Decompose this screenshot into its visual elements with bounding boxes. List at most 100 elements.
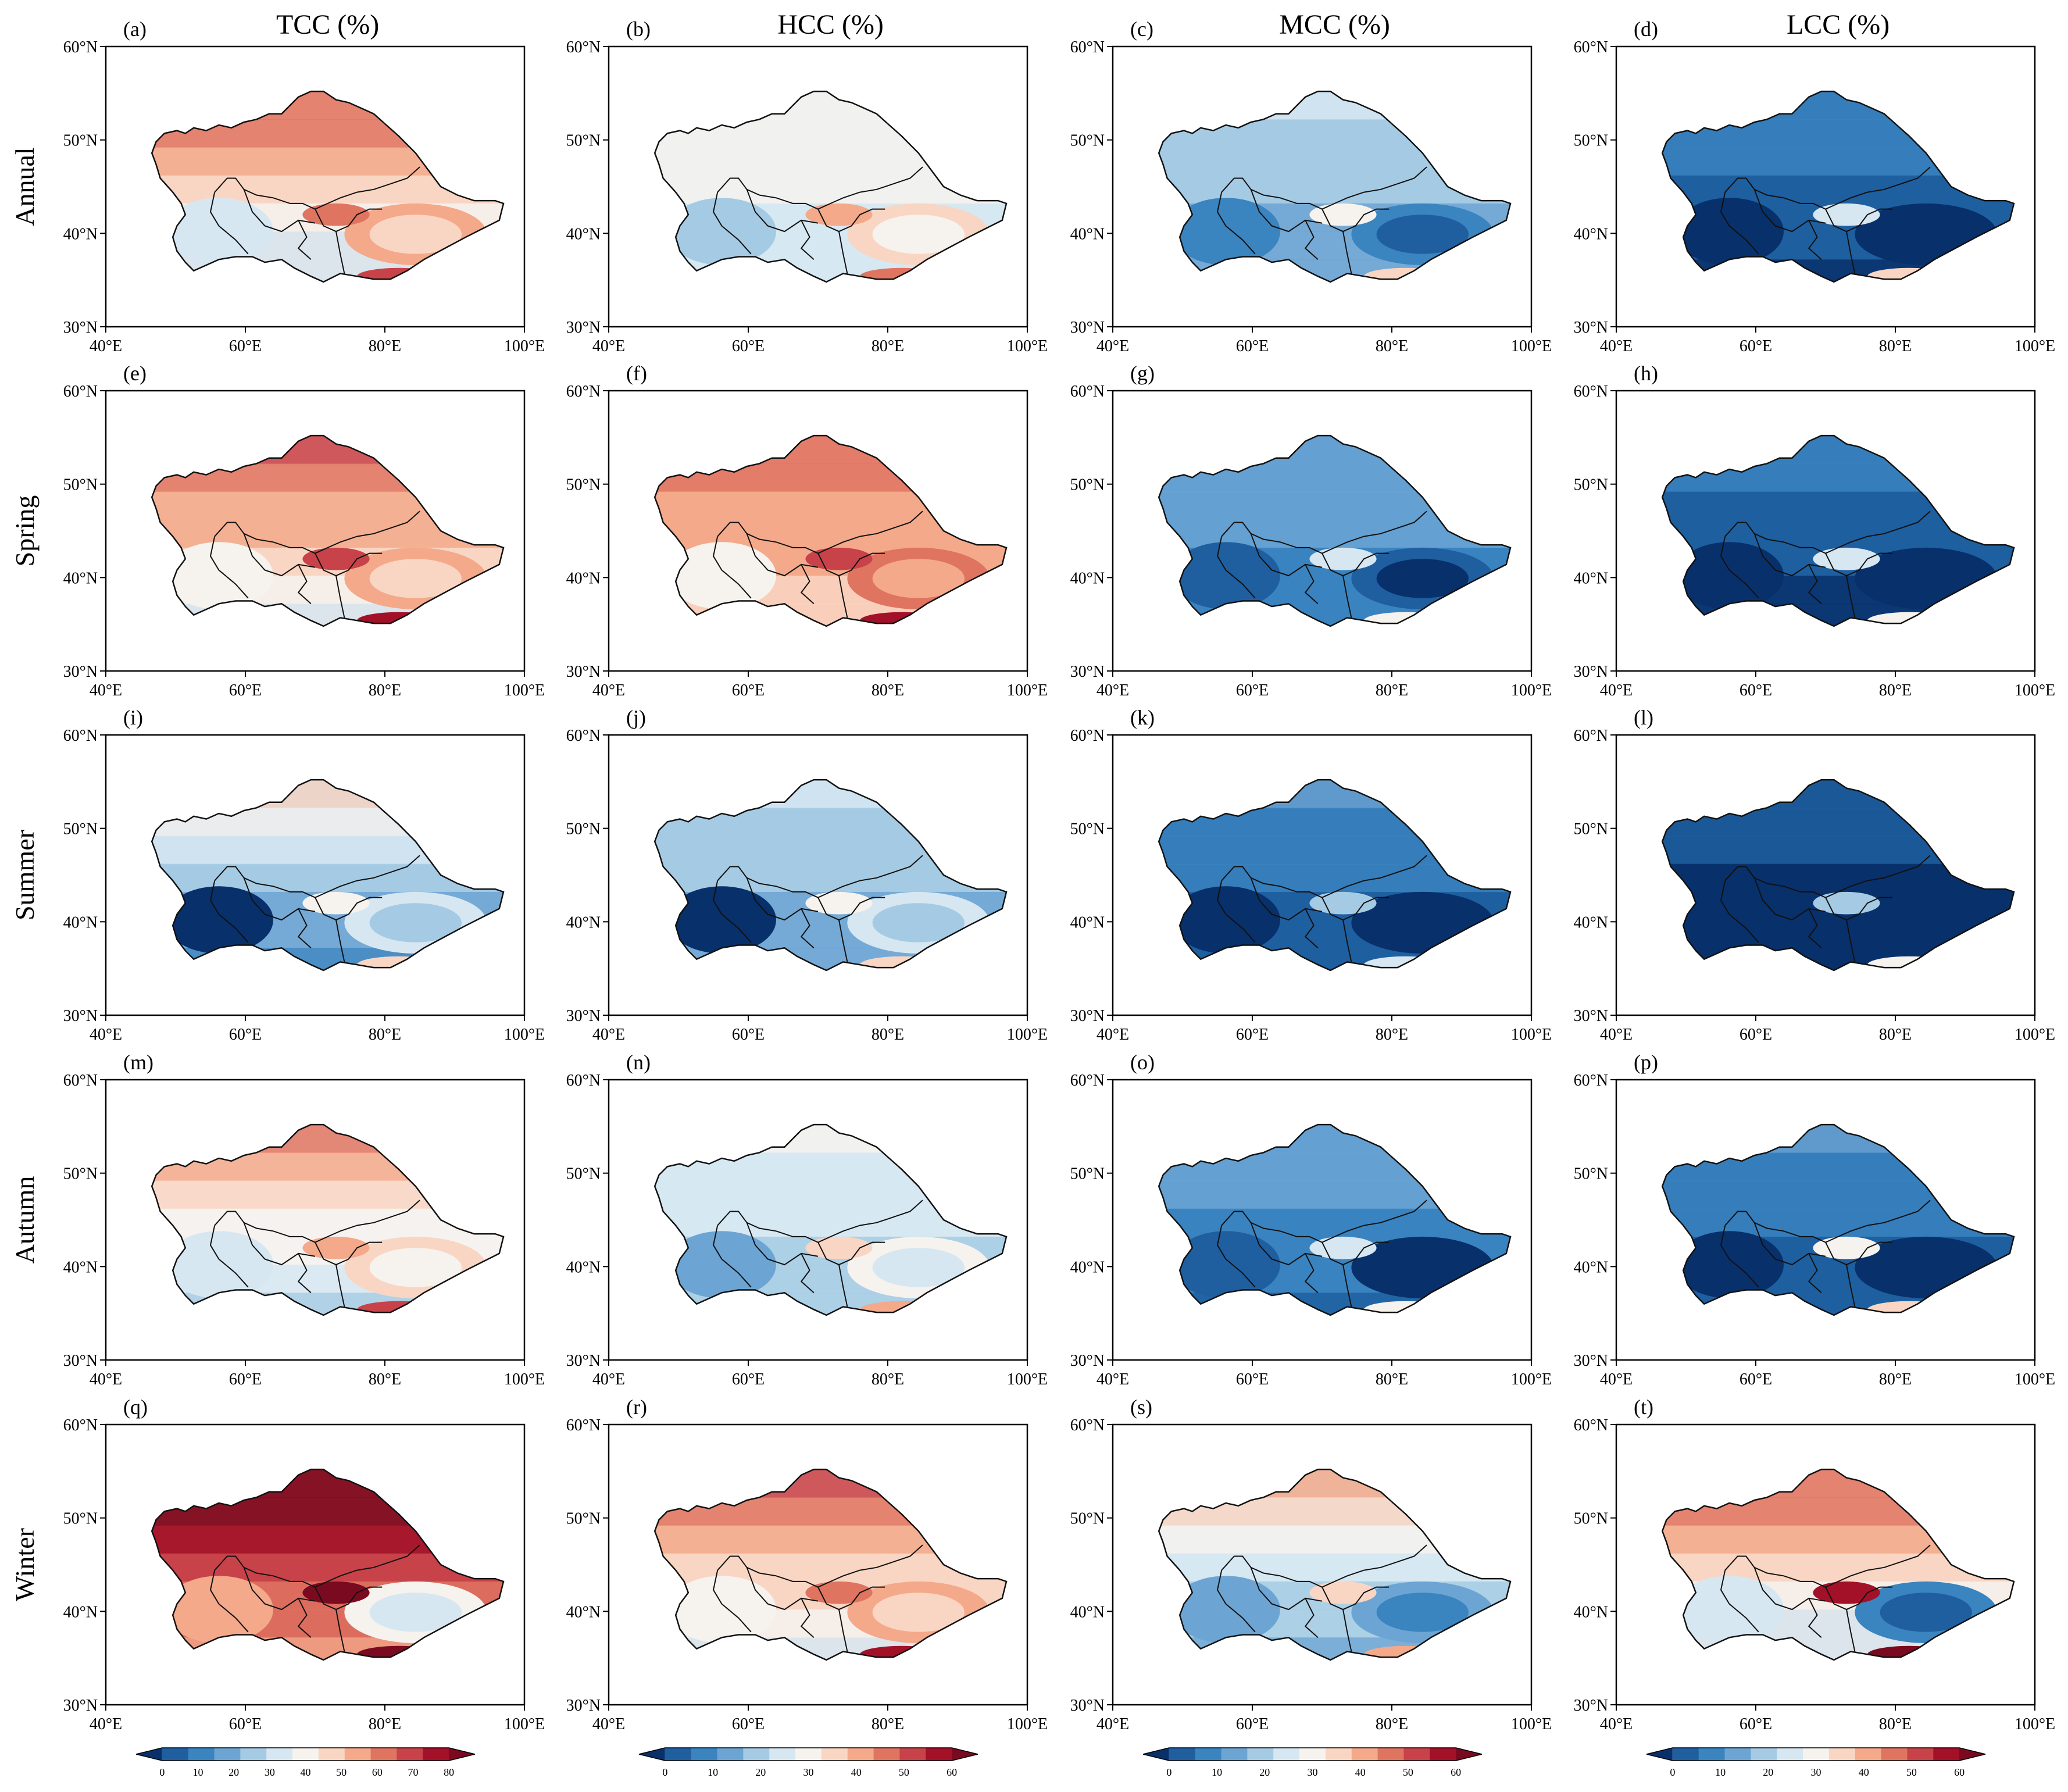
- map-panel: 40°E 60°E 80°E 100°E 30°N 40°N 50°N 60°N (f): [566, 362, 1048, 699]
- colorbar-swatch: [397, 1748, 423, 1761]
- lon-tick-label: 60°E: [229, 1715, 262, 1733]
- lon-tick-label: 80°E: [872, 337, 904, 355]
- country-border: [315, 1586, 383, 1611]
- region-outline: [1158, 779, 1512, 972]
- lat-tick-label: 50°N: [63, 1510, 98, 1528]
- country-border: [214, 1200, 420, 1243]
- lat-tick-label: 40°N: [1574, 569, 1608, 587]
- colorbar-swatch: [821, 1748, 848, 1761]
- lon-tick-label: 40°E: [1600, 681, 1633, 699]
- lon-tick-label: 40°E: [592, 337, 625, 355]
- map-panel: 40°E 60°E 80°E 100°E 30°N 40°N 50°N 60°N (m): [63, 1051, 545, 1388]
- country-border: [1304, 1253, 1319, 1294]
- region-outline: [151, 434, 505, 627]
- panel-letter: (n): [626, 1051, 651, 1074]
- map-panel: 40°E 60°E 80°E 100°E 30°N 40°N 50°N 60°N (p): [1574, 1051, 2056, 1388]
- colorbar-arrow-low: [1646, 1748, 1673, 1761]
- map-panel: 40°E 60°E 80°E 100°E 30°N 40°N 50°N 60°N (o): [1070, 1051, 1552, 1388]
- lat-tick-label: 40°N: [566, 1603, 601, 1621]
- panel-letter: (q): [123, 1395, 148, 1419]
- panel-frame: [1112, 1423, 1533, 1706]
- country-border: [209, 192, 249, 255]
- colorbar-tick-label: 60: [1954, 1766, 1965, 1778]
- country-border: [838, 575, 848, 618]
- region-outline: [151, 779, 505, 972]
- lon-tick-label: 100°E: [504, 1026, 545, 1044]
- country-border: [817, 897, 885, 921]
- colorbar-swatch: [691, 1748, 718, 1761]
- country-border: [1342, 1609, 1352, 1652]
- colorbar-swatch: [1672, 1748, 1699, 1761]
- country-border: [1724, 1200, 1931, 1243]
- lon-tick-label: 80°E: [1879, 1715, 1912, 1733]
- panel-letter: (j): [626, 706, 646, 729]
- map-panel: 40°E 60°E 80°E 100°E 30°N 40°N 50°N 60°N (q): [63, 1395, 545, 1733]
- country-border: [1221, 511, 1427, 554]
- colorbar-swatch: [1273, 1748, 1300, 1761]
- colorbar-tick-label: 50: [1403, 1766, 1413, 1778]
- lat-tick-label: 50°N: [566, 132, 601, 150]
- panel-frame: [1112, 1079, 1533, 1361]
- map-panel: 40°E 60°E 80°E 100°E 30°N 40°N 50°N 60°N (a): [63, 17, 545, 355]
- country-border: [214, 166, 420, 210]
- country-border: [800, 908, 815, 949]
- country-border: [1216, 192, 1256, 255]
- country-border: [1216, 536, 1256, 599]
- panel-frame: [105, 390, 526, 672]
- country-border: [315, 208, 383, 233]
- lon-tick-label: 40°E: [90, 681, 122, 699]
- country-border: [297, 1598, 312, 1638]
- lon-tick-label: 80°E: [872, 681, 904, 699]
- colorbar-swatch: [1933, 1748, 1960, 1761]
- country-border: [209, 1225, 249, 1288]
- lon-tick-label: 80°E: [1376, 1715, 1408, 1733]
- country-border: [1342, 575, 1352, 618]
- colorbar-tick-label: 60: [372, 1766, 383, 1778]
- panel-frame: [1112, 45, 1533, 328]
- colorbar-4: 0 10 20 30 40 50 60: [1646, 1747, 1986, 1778]
- lon-tick-label: 80°E: [369, 1715, 401, 1733]
- country-border: [1221, 1200, 1427, 1243]
- country-border: [335, 1609, 345, 1652]
- region-outline: [653, 434, 1008, 627]
- country-border: [746, 189, 819, 233]
- country-border: [1304, 220, 1319, 260]
- colorbar-swatch: [1698, 1748, 1726, 1761]
- lat-tick-label: 50°N: [1070, 1510, 1105, 1528]
- colorbar-tick-label: 10: [193, 1766, 203, 1778]
- lat-tick-label: 50°N: [566, 476, 601, 494]
- lat-tick-label: 40°N: [1574, 913, 1608, 931]
- panel-letter: (k): [1130, 706, 1155, 729]
- lon-tick-label: 40°E: [1096, 1026, 1129, 1044]
- panel-frame: [1615, 1079, 2036, 1361]
- country-border: [746, 533, 819, 577]
- country-border: [1250, 189, 1323, 233]
- lat-tick-label: 60°N: [1070, 1072, 1105, 1090]
- country-border: [1808, 564, 1822, 605]
- lon-tick-label: 100°E: [2015, 1026, 2055, 1044]
- panel-frame: [105, 1079, 526, 1361]
- country-border: [1321, 208, 1390, 233]
- country-border: [1846, 919, 1856, 962]
- colorbar-swatch: [795, 1748, 822, 1761]
- colorbar-swatch: [1907, 1748, 1934, 1761]
- map-panel: 40°E 60°E 80°E 100°E 30°N 40°N 50°N 60°N (b): [566, 17, 1048, 355]
- lat-tick-label: 60°N: [566, 38, 601, 56]
- colorbar-arrow-low: [1143, 1748, 1169, 1761]
- panel-letter: (a): [123, 17, 147, 41]
- country-border: [1342, 1264, 1352, 1307]
- map-panel: 40°E 60°E 80°E 100°E 30°N 40°N 50°N 60°N (j): [566, 706, 1048, 1044]
- panel-frame: [1112, 390, 1533, 672]
- region-outline: [1158, 1123, 1512, 1316]
- colorbar-tick-label: 20: [1259, 1766, 1270, 1778]
- colorbar-swatch: [1403, 1748, 1430, 1761]
- column-title-3: MCC (%): [1279, 9, 1390, 40]
- country-border: [1342, 919, 1352, 962]
- lat-tick-label: 40°N: [1070, 569, 1105, 587]
- colorbar-swatch: [344, 1748, 372, 1761]
- panel-letter: (p): [1634, 1051, 1658, 1074]
- country-border: [1250, 1222, 1323, 1266]
- lon-tick-label: 100°E: [1511, 1715, 1552, 1733]
- country-border: [838, 1609, 848, 1652]
